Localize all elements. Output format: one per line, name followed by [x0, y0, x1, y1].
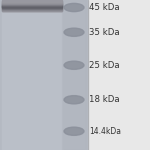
Bar — [2, 2, 62, 3]
Bar — [62, 0, 86, 150]
Bar — [2, 8, 62, 9]
Ellipse shape — [64, 3, 84, 12]
Bar — [2, 0, 62, 1]
Bar — [2, 5, 62, 6]
Bar — [2, 4, 62, 5]
Bar — [2, 6, 62, 7]
Bar — [2, 1, 62, 2]
Bar — [2, 8, 62, 9]
Bar — [2, 7, 62, 8]
Bar — [2, 9, 62, 10]
Bar — [0, 0, 88, 150]
Text: 45 kDa: 45 kDa — [89, 3, 120, 12]
Text: 35 kDa: 35 kDa — [89, 28, 120, 37]
Ellipse shape — [64, 127, 84, 135]
Bar — [2, 2, 62, 3]
Text: 25 kDa: 25 kDa — [89, 61, 120, 70]
Text: 18 kDa: 18 kDa — [89, 95, 120, 104]
Bar — [88, 0, 150, 150]
Bar — [2, 3, 62, 4]
Text: 14.4kDa: 14.4kDa — [89, 127, 121, 136]
Ellipse shape — [64, 96, 84, 104]
Bar — [2, 6, 62, 7]
Bar — [2, 10, 62, 11]
Bar — [2, 7, 62, 8]
Bar — [2, 1, 62, 2]
Bar — [2, 9, 62, 10]
Bar — [2, 5, 62, 6]
Bar — [2, 4, 62, 5]
Bar — [2, 3, 62, 4]
Ellipse shape — [64, 28, 84, 36]
Bar — [2, 0, 62, 150]
Ellipse shape — [64, 61, 84, 69]
